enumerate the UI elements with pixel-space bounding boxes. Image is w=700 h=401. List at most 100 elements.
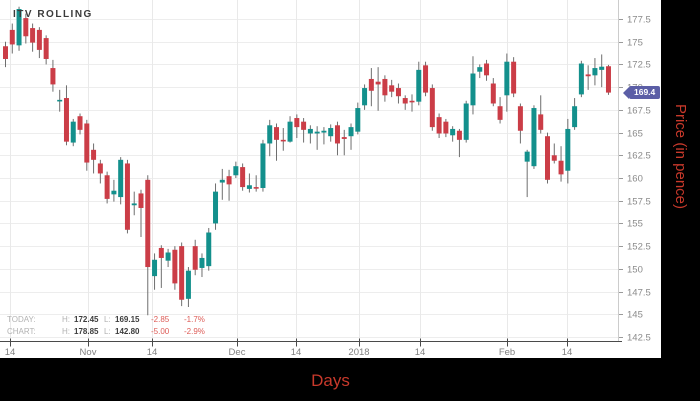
candle-body[interactable] — [260, 143, 266, 188]
candle-body[interactable] — [138, 193, 144, 208]
candle-body[interactable] — [185, 270, 191, 299]
candle-body[interactable] — [199, 257, 205, 268]
candle-body[interactable] — [484, 63, 490, 76]
candle-body[interactable] — [213, 191, 219, 224]
candle-body[interactable] — [97, 163, 103, 174]
candle-body[interactable] — [23, 18, 29, 37]
candle-body[interactable] — [511, 61, 517, 94]
candle-body[interactable] — [572, 106, 578, 128]
candle-body[interactable] — [395, 88, 401, 97]
candle-body[interactable] — [253, 187, 259, 189]
candle-body[interactable] — [233, 166, 239, 176]
candle-body[interactable] — [605, 66, 611, 93]
candle-body[interactable] — [50, 68, 56, 85]
candle-body[interactable] — [124, 163, 130, 230]
candle-body[interactable] — [551, 155, 557, 161]
candle-body[interactable] — [538, 114, 544, 130]
candle-body[interactable] — [294, 118, 300, 128]
candle-body[interactable] — [57, 99, 63, 102]
candle-body[interactable] — [558, 160, 564, 175]
candle-body[interactable] — [240, 167, 246, 188]
candle-body[interactable] — [334, 125, 340, 144]
candle-body[interactable] — [456, 130, 462, 140]
candle-body[interactable] — [578, 63, 584, 95]
candle-body[interactable] — [436, 117, 442, 134]
candle-body[interactable] — [77, 116, 83, 130]
candle-body[interactable] — [70, 121, 76, 143]
x-tick-label: 2018 — [348, 347, 369, 358]
candle-body[interactable] — [504, 61, 510, 96]
candle-body[interactable] — [192, 246, 198, 270]
candle-body[interactable] — [226, 176, 232, 185]
candle-body[interactable] — [152, 259, 158, 277]
candle-body[interactable] — [497, 106, 503, 120]
candle-body[interactable] — [16, 9, 22, 46]
candle-body[interactable] — [314, 131, 320, 134]
candle-body[interactable] — [63, 98, 69, 142]
candle-body[interactable] — [118, 159, 124, 198]
candle-body[interactable] — [307, 128, 313, 134]
candle-body[interactable] — [3, 46, 8, 59]
candle-body[interactable] — [179, 246, 185, 300]
x-tick-label: 14 — [291, 347, 302, 358]
candle-body[interactable] — [517, 106, 523, 131]
x-axis-title-strip: Days — [0, 358, 661, 401]
candle-body[interactable] — [267, 125, 273, 144]
candle-body[interactable] — [585, 74, 591, 77]
y-tick-label: 162.5 — [627, 151, 651, 162]
candle-body[interactable] — [341, 137, 347, 139]
candle-body[interactable] — [389, 85, 395, 92]
candle-body[interactable] — [9, 29, 15, 45]
candle-body[interactable] — [328, 128, 334, 137]
candle-body[interactable] — [450, 128, 456, 136]
candle-body[interactable] — [545, 136, 550, 180]
candle-body[interactable] — [375, 81, 381, 85]
corner-fill — [661, 358, 700, 401]
candle-body[interactable] — [206, 232, 212, 267]
candle-body[interactable] — [301, 121, 307, 130]
x-tick-label: 14 — [147, 347, 158, 358]
chart-high-label: H: — [62, 327, 70, 336]
candle-body[interactable] — [91, 149, 97, 160]
candle-body[interactable] — [477, 67, 483, 72]
candle-body[interactable] — [490, 83, 496, 104]
candle-body[interactable] — [423, 65, 429, 93]
candle-body[interactable] — [470, 73, 476, 106]
candle-body[interactable] — [524, 151, 530, 162]
candle-body[interactable] — [165, 252, 171, 261]
candle-body[interactable] — [131, 203, 137, 206]
candle-body[interactable] — [565, 128, 571, 171]
candle-body[interactable] — [599, 66, 605, 70]
candle-body[interactable] — [274, 127, 279, 140]
candle-body[interactable] — [287, 121, 293, 142]
candle-body[interactable] — [172, 249, 178, 284]
candle-body[interactable] — [348, 127, 354, 137]
candle-body[interactable] — [592, 68, 598, 76]
candle-body[interactable] — [30, 28, 36, 43]
candle-body[interactable] — [368, 78, 374, 91]
candle-body[interactable] — [429, 88, 435, 128]
x-tick-label: Feb — [499, 347, 515, 358]
candle-body[interactable] — [36, 29, 42, 50]
candle-body[interactable] — [43, 38, 49, 59]
candle-body[interactable] — [321, 130, 327, 133]
candle-body[interactable] — [84, 123, 90, 163]
candle-body[interactable] — [531, 108, 537, 167]
candle-body[interactable] — [362, 88, 368, 106]
candle-body[interactable] — [443, 121, 449, 134]
candle-body[interactable] — [246, 185, 252, 189]
candle-body[interactable] — [104, 175, 110, 199]
candle-body[interactable] — [355, 108, 361, 132]
candle-body[interactable] — [111, 190, 117, 195]
candle-body[interactable] — [416, 69, 422, 102]
candle-body[interactable] — [145, 179, 151, 268]
candle-body[interactable] — [402, 98, 408, 104]
candle-body[interactable] — [219, 179, 225, 183]
candle-body[interactable] — [158, 247, 164, 258]
candle-body[interactable] — [463, 103, 469, 140]
candle-body[interactable] — [409, 100, 415, 103]
today-low-value: 169.15 — [115, 315, 140, 324]
candle-body[interactable] — [382, 78, 388, 96]
candle-body[interactable] — [280, 139, 286, 142]
